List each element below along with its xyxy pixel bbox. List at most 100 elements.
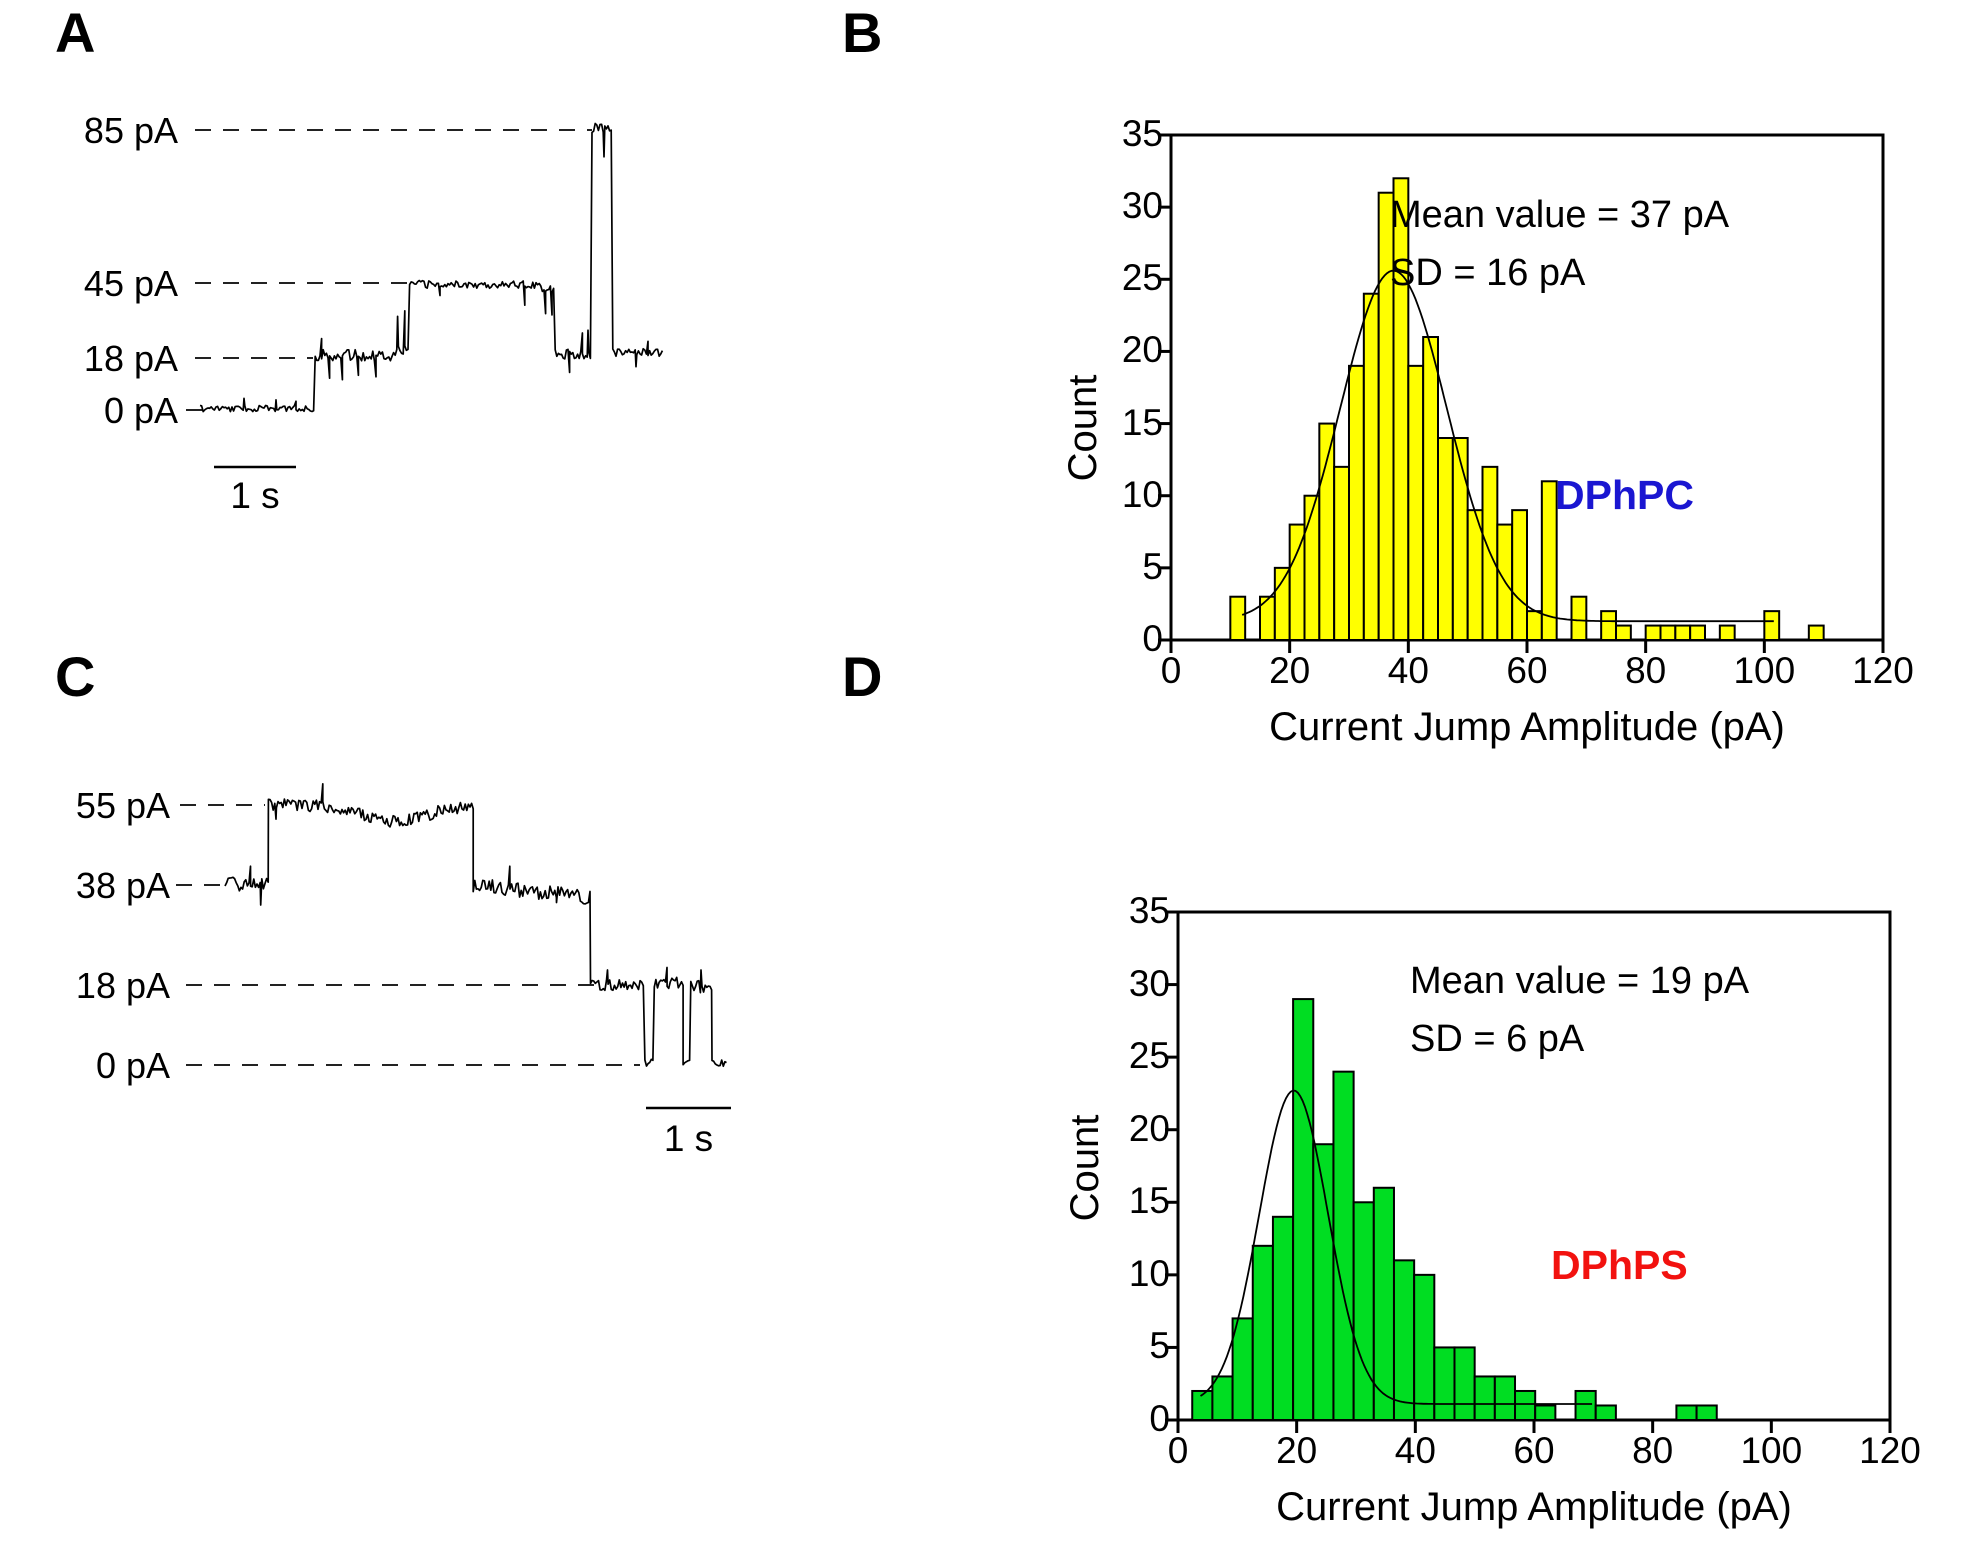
panel-c-level-label-18pa: 18 pA (75, 965, 170, 1006)
histogram-d-ytick-label-10: 10 (1128, 1252, 1170, 1294)
histogram-b-mean-annotation: Mean value = 37 pA (1390, 194, 1730, 236)
histogram-b-bar (1674, 624, 1692, 641)
histogram-d-bar (1453, 1346, 1476, 1422)
histogram-d-ytick-label-20: 20 (1128, 1107, 1170, 1149)
histogram-d-bar (1392, 1259, 1416, 1422)
histogram-d-bar (1211, 1375, 1234, 1422)
histogram-b-fit-curve (1241, 269, 1774, 623)
histogram-b-bar (1718, 624, 1736, 641)
histogram-d-sd-annotation: SD = 6 pA (1410, 1018, 1585, 1060)
histogram-d-xtick-label-20: 20 (1276, 1430, 1318, 1471)
histogram-d-fit-curve (1200, 1089, 1593, 1405)
histogram-b-bar (1763, 610, 1781, 642)
histogram-b-bar (1615, 624, 1632, 641)
histogram-b-ytick-label-30: 30 (1121, 185, 1163, 227)
histogram-d-xtick-label-40: 40 (1394, 1430, 1436, 1471)
histogram-d-ytick-label-30: 30 (1128, 962, 1170, 1004)
histogram-b-xtick-label-80: 80 (1625, 650, 1667, 691)
histogram-d-bar (1332, 1070, 1355, 1421)
histogram-d-bar (1271, 1215, 1295, 1422)
histogram-d-xlabel: Current Jump Amplitude (pA) (1276, 1485, 1792, 1529)
histogram-d-xtick-label-100: 100 (1740, 1430, 1803, 1471)
histogram-b-xtick-label-60: 60 (1506, 650, 1548, 691)
histogram-d-bar (1594, 1404, 1617, 1422)
histogram-b-bar (1348, 364, 1365, 641)
panel-c-scalebar-label: 1 s (663, 1118, 714, 1159)
histogram-b-ytick-label-15: 15 (1121, 401, 1163, 443)
panel-a-level-label-85pa: 85 pA (83, 110, 178, 151)
panel-a-level-label-18pa: 18 pA (83, 338, 178, 379)
histogram-b-bar (1303, 494, 1321, 642)
histogram-d-xtick-label-80: 80 (1632, 1430, 1674, 1471)
panel-c-letter: C (55, 645, 96, 708)
histogram-b-bar (1333, 465, 1350, 641)
histogram-d-bar (1675, 1404, 1698, 1422)
histogram-d-xtick-label-120: 120 (1859, 1430, 1921, 1471)
histogram-d-bar (1514, 1389, 1537, 1422)
histogram-d-bar (1352, 1201, 1375, 1422)
panel-a-scalebar-label: 1 s (230, 475, 280, 516)
panel-c-current-trace (224, 782, 727, 1068)
histogram-b-bar (1526, 610, 1543, 642)
histogram-b-ytick-label-25: 25 (1121, 257, 1163, 299)
histogram-d-bar (1493, 1375, 1517, 1422)
panel-c-level-label-55pa: 55 pA (75, 785, 170, 826)
histogram-d-ytick-label-35: 35 (1128, 890, 1170, 931)
histogram-b-bar (1511, 509, 1528, 641)
histogram-b-bar (1570, 595, 1588, 642)
histogram-d-bar (1534, 1404, 1557, 1422)
histogram-b-bar (1318, 422, 1336, 642)
histogram-b-xtick-label-20: 20 (1269, 650, 1311, 691)
histogram-d-bar (1574, 1389, 1597, 1422)
histogram-b-xtick-label-0: 0 (1160, 650, 1182, 691)
histogram-d-bar (1251, 1244, 1274, 1422)
histogram-d-ytick-label-15: 15 (1128, 1180, 1170, 1222)
histogram-b-ytick-label-0: 0 (1142, 618, 1163, 659)
histogram-d-bar (1695, 1404, 1718, 1422)
histogram-b-ytick-label-35: 35 (1121, 113, 1163, 154)
histogram-b-xlabel: Current Jump Amplitude (pA) (1269, 705, 1785, 749)
histogram-d-bar (1372, 1186, 1395, 1422)
histogram-d-ytick-label-0: 0 (1149, 1398, 1170, 1439)
panel-b-letter: B (842, 1, 883, 64)
histogram-b-bar (1229, 595, 1247, 642)
histogram-d-mean-annotation: Mean value = 19 pA (1410, 960, 1750, 1002)
histogram-d-series-label: DPhPS (1551, 1242, 1688, 1288)
histogram-b-xtick-label-120: 120 (1852, 650, 1914, 691)
histogram-b-bar (1807, 624, 1825, 641)
histogram-b-bar (1392, 177, 1410, 642)
panel-a-current-trace (199, 122, 664, 413)
histogram-b-bar (1600, 610, 1617, 642)
histogram-b-ytick-label-20: 20 (1121, 329, 1163, 371)
histogram-d-ytick-label-5: 5 (1149, 1325, 1170, 1367)
histogram-d-bar (1433, 1346, 1456, 1422)
histogram-b-series-label: DPhPC (1555, 472, 1694, 518)
histogram-b-bar (1422, 336, 1439, 641)
panel-a-level-label-0pa: 0 pA (103, 390, 178, 431)
histogram-d-ytick-label-25: 25 (1128, 1035, 1170, 1077)
histogram-b-bar (1659, 624, 1677, 641)
histogram-b-sd-annotation: SD = 16 pA (1390, 252, 1586, 294)
histogram-b-bar (1273, 566, 1291, 641)
histogram-b-bar (1407, 364, 1425, 641)
histogram-b-bar (1689, 624, 1706, 641)
histogram-b-bar (1451, 437, 1469, 641)
histogram-b-bar (1540, 480, 1558, 641)
histogram-b-ytick-label-10: 10 (1121, 473, 1163, 515)
histogram-b-xtick-label-100: 100 (1733, 650, 1796, 691)
histogram-d-xtick-label-60: 60 (1513, 1430, 1555, 1471)
histogram-d-xtick-label-0: 0 (1167, 1430, 1189, 1471)
panel-c-level-label-0pa: 0 pA (95, 1045, 170, 1086)
panel-d-letter: D (842, 645, 883, 708)
histogram-b-bar (1362, 292, 1380, 641)
panel-a-level-label-45pa: 45 pA (83, 263, 178, 304)
histogram-b-bar (1437, 437, 1454, 641)
histogram-d-bar (1231, 1317, 1254, 1422)
histogram-d-bar (1473, 1375, 1496, 1422)
histogram-b-ytick-label-5: 5 (1142, 545, 1163, 587)
panel-c-level-label-38pa: 38 pA (75, 865, 170, 906)
histogram-b-bar (1644, 624, 1662, 641)
histogram-b-xtick-label-40: 40 (1387, 650, 1429, 691)
